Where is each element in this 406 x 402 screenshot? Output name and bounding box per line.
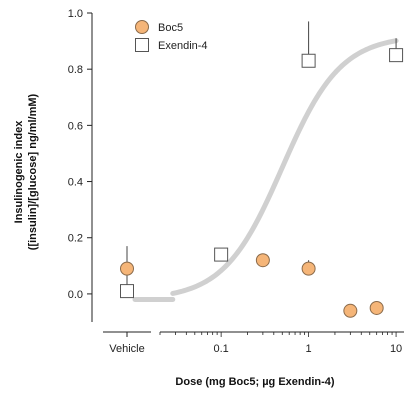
axes: 0.0 0.2 0.4 0.6 0.8 1.0 Vehicle 0.1 1 10 [68, 8, 404, 355]
y-tick-label: 0.4 [68, 177, 83, 189]
legend-marker-boc5 [135, 20, 149, 34]
y-axis-title-line-1: Insulinogenic index [13, 120, 25, 224]
y-tick-label: 0.8 [68, 64, 83, 76]
y-tick-label: 1.0 [68, 8, 83, 20]
x-tick-label: 10 [390, 343, 402, 355]
y-tick-label: 0.0 [68, 289, 83, 301]
boc5-vehicle-marker-circle [120, 261, 134, 276]
boc5-point-marker-circle [343, 303, 358, 318]
x-tick-label: 0.1 [213, 343, 228, 355]
exendin-4-vehicle-marker-square [120, 284, 134, 299]
legend-label-exendin-4: Exendin-4 [158, 40, 208, 52]
legend: Boc5 Exendin-4 [135, 20, 208, 52]
y-tick-label: 0.2 [68, 233, 83, 245]
boc5-point-marker-circle [255, 253, 270, 268]
y-axis-title-line-2: ([insulin]/[glucose] ng/ml/mM) [27, 93, 39, 250]
exendin-4-point-marker-square [389, 48, 404, 63]
legend-label-boc5: Boc5 [158, 22, 183, 34]
y-tick-label: 0.6 [68, 120, 83, 132]
fit-curve [170, 38, 399, 296]
boc5-point-marker-circle [369, 300, 384, 315]
exendin-4-point-marker-square [301, 53, 316, 68]
x-tick-label-vehicle: Vehicle [109, 343, 144, 355]
x-axis-title: Dose (mg Boc5; µg Exendin-4) [175, 376, 334, 388]
exendin-4-point-marker-square [214, 247, 229, 262]
legend-marker-exendin-4 [135, 38, 149, 52]
data-points [120, 21, 404, 318]
x-tick-label: 1 [306, 343, 312, 355]
boc5-point-marker-circle [301, 261, 316, 276]
fit-curve-layer [132, 38, 399, 303]
